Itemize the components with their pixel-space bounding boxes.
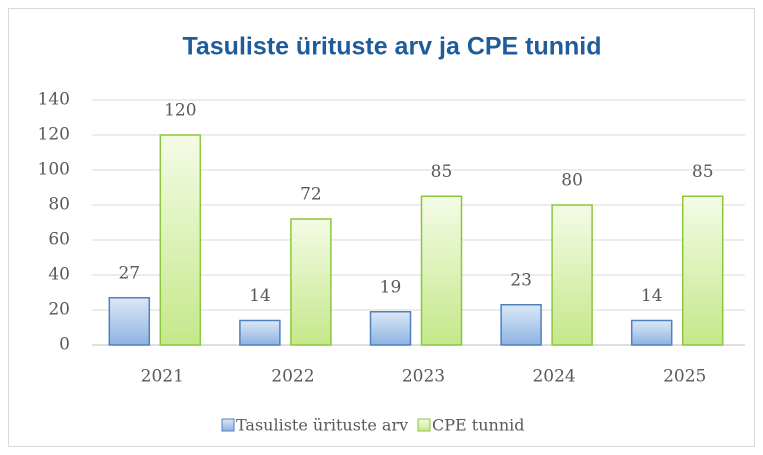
legend-swatch [417, 418, 431, 432]
bar [551, 204, 593, 346]
legend-label: Tasuliste ürituste arv [236, 416, 408, 435]
data-label: 120 [164, 101, 196, 121]
bar [500, 304, 542, 346]
y-tick-label: 80 [48, 195, 70, 215]
data-label: 85 [431, 162, 453, 182]
data-label: 27 [118, 263, 140, 283]
bar [239, 319, 281, 346]
x-tick-label: 2023 [402, 367, 445, 387]
x-tick-label: 2021 [141, 367, 184, 387]
y-tick-label: 120 [38, 125, 70, 145]
x-tick-label: 2025 [663, 367, 706, 387]
bar [290, 218, 332, 346]
bar [630, 319, 673, 346]
y-tick-label: 40 [48, 265, 70, 285]
y-tick-label: 20 [48, 300, 70, 320]
y-tick-label: 100 [38, 160, 70, 180]
chart-border [8, 8, 755, 447]
bar [159, 134, 202, 346]
data-label: 80 [561, 171, 583, 191]
y-tick-label: 140 [38, 90, 70, 110]
x-tick-label: 2024 [532, 367, 575, 387]
data-label: 85 [692, 162, 714, 182]
legend-swatch [221, 418, 235, 432]
y-tick-label: 60 [48, 230, 70, 250]
x-tick-label: 2022 [271, 367, 314, 387]
data-label: 14 [641, 286, 663, 306]
legend-label: CPE tunnid [432, 416, 524, 435]
chart-title: Tasuliste ürituste arv ja CPE tunnid [182, 33, 601, 61]
bar [369, 311, 412, 346]
bar [681, 195, 724, 346]
data-label: 72 [300, 185, 322, 205]
data-label: 23 [510, 270, 532, 290]
y-tick-label: 0 [59, 335, 70, 355]
data-label: 14 [249, 286, 271, 306]
bar [420, 195, 463, 346]
bar [108, 297, 151, 346]
data-label: 19 [380, 277, 402, 297]
